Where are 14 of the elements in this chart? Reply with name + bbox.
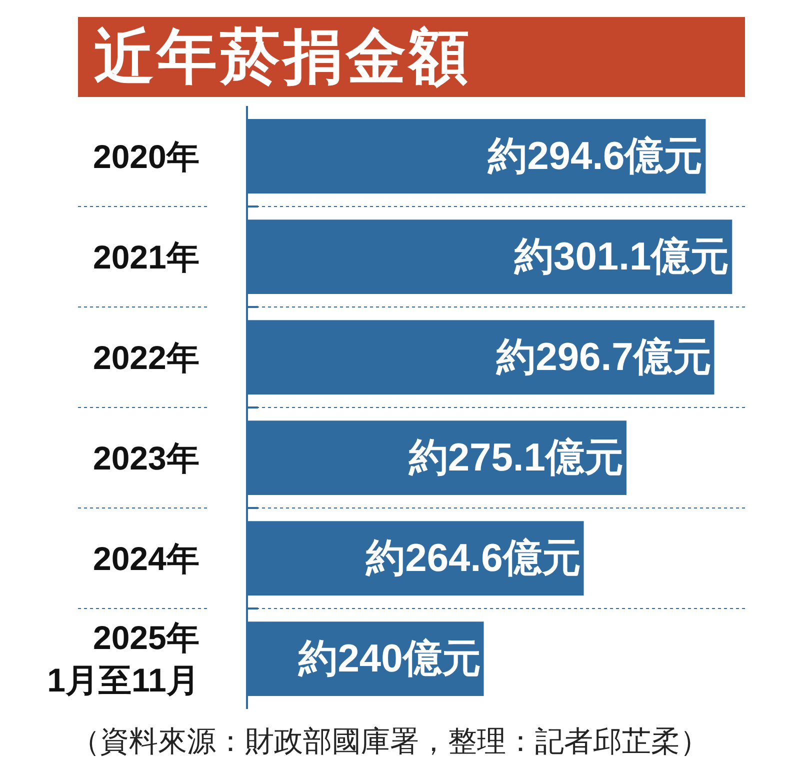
chart-title: 近年菸捐金額 [78,17,745,97]
data-label: 約296.7億元 [496,336,712,379]
y-tick-label: 2021年 [92,238,200,276]
y-tick-label: 2023年 [92,439,200,476]
data-label: 約301.1億元 [514,235,730,278]
data-label: 約264.6億元 [365,536,581,580]
data-label: 約275.1億元 [408,436,624,480]
y-tick-label: 2024年 [92,540,200,577]
y-tick-label: 2025年 1月至11月 [47,618,200,699]
data-label: 約240億元 [298,637,481,680]
data-label: 約294.6億元 [487,134,703,178]
y-tick-label: 2022年 [92,338,200,376]
y-tick-label: 2020年 [92,138,200,175]
text: （資料來源：財政部國庫署，整理：記者邱芷柔） [71,726,709,758]
